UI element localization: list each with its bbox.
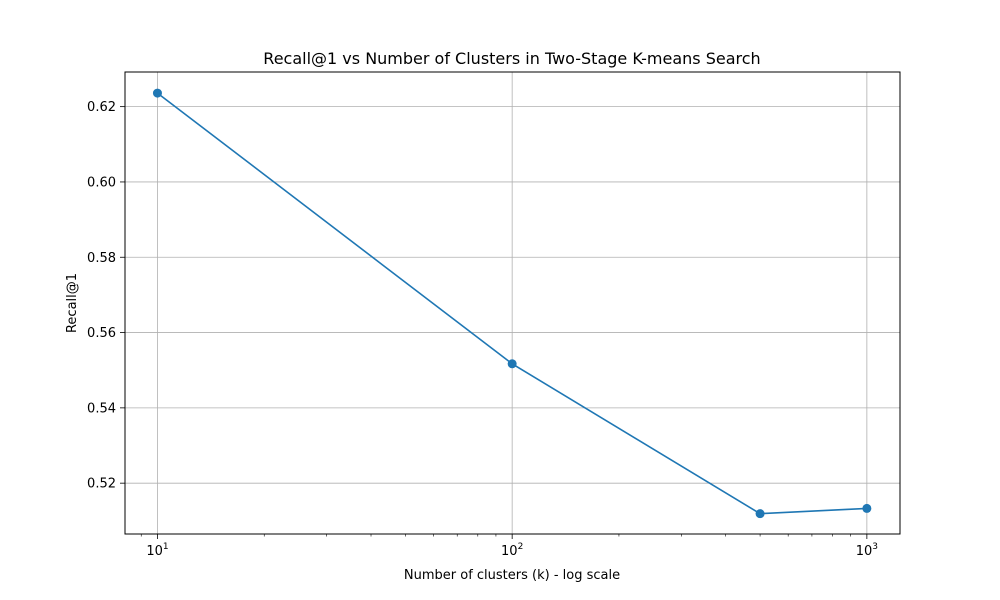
y-tick-label: 0.58 xyxy=(87,251,116,266)
x-tick-label: 101 xyxy=(146,542,168,559)
chart-title: Recall@1 vs Number of Clusters in Two-St… xyxy=(263,49,760,68)
y-tick-label: 0.52 xyxy=(87,477,116,492)
data-point xyxy=(507,359,517,369)
x-tick-label: 102 xyxy=(501,542,523,559)
y-axis-ticks: 0.52 0.54 0.56 0.58 0.60 0.62 xyxy=(87,100,125,492)
y-tick-label: 0.60 xyxy=(87,175,116,190)
data-point xyxy=(152,88,162,98)
x-axis-label: Number of clusters (k) - log scale xyxy=(404,568,620,583)
y-tick-label: 0.62 xyxy=(87,100,116,115)
data-point xyxy=(755,509,765,519)
grid xyxy=(125,72,900,534)
data-point xyxy=(862,503,872,513)
x-axis-ticks: 101 102 103 xyxy=(140,534,878,559)
series-line xyxy=(156,92,867,515)
y-axis-label: Recall@1 xyxy=(65,273,80,333)
plot-series xyxy=(152,88,872,519)
x-tick-label: 103 xyxy=(856,542,878,559)
y-tick-label: 0.56 xyxy=(87,326,116,341)
y-tick-label: 0.54 xyxy=(87,401,116,416)
